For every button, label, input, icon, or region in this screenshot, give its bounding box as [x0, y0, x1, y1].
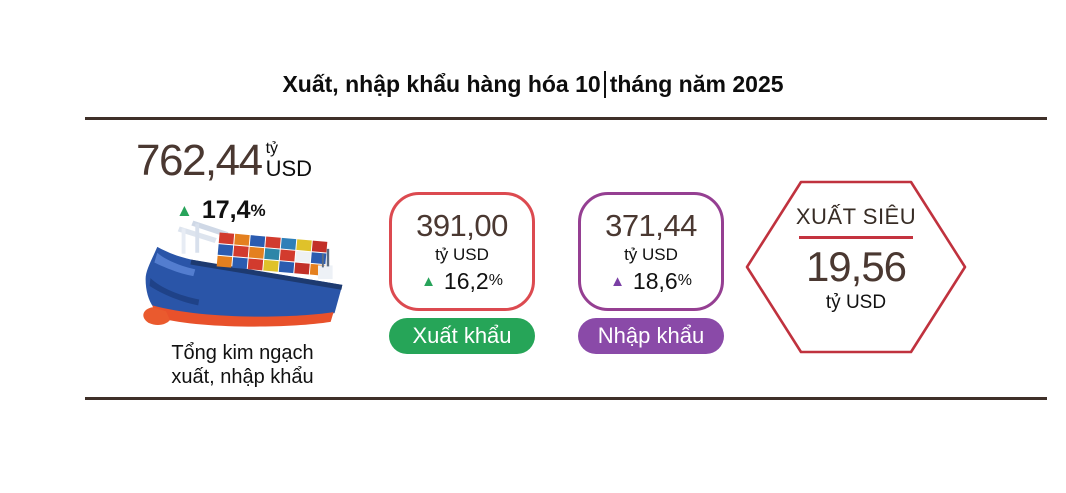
import-card: 371,44 tỷ USD ▲ 18,6 % — [578, 192, 724, 311]
total-caption-line1: Tổng kim ngạch — [171, 342, 314, 364]
page-title: Xuất, nhập khẩu hàng hóa 10 tháng năm 202… — [0, 71, 1066, 98]
container-ship-image — [143, 220, 343, 327]
total-caption-line2: xuất, nhập khẩu — [171, 366, 314, 389]
surplus-hexagon: XUẤT SIÊU 19,56 tỷ USD — [744, 179, 968, 355]
total-unit-usd: USD — [265, 156, 313, 181]
bottom-divider-rule — [85, 397, 1047, 400]
total-unit-ty: tỷ — [265, 140, 279, 157]
total-change-value: 17,4 — [201, 196, 251, 224]
surplus-value: 19,56 — [805, 243, 907, 290]
up-triangle-icon: ▲ — [421, 272, 436, 290]
import-badge: Nhập khẩu — [578, 318, 724, 354]
total-turnover-figure: 762,44 tỷ USD — [136, 136, 313, 185]
export-change-value: 16,2 — [443, 267, 489, 294]
export-card: 391,00 tỷ USD ▲ 16,2 % — [389, 192, 535, 311]
export-badge: Xuất khẩu — [389, 318, 535, 354]
export-value: 391,00 — [416, 208, 508, 243]
text-cursor — [603, 71, 606, 98]
import-change-value: 18,6 — [632, 267, 678, 294]
total-change-percent-sign: % — [250, 200, 266, 220]
title-text-after-cursor: tháng năm 2025 — [609, 71, 784, 97]
surplus-content: XUẤT SIÊU 19,56 tỷ USD — [744, 179, 968, 355]
export-unit: tỷ USD — [435, 244, 489, 264]
export-change: ▲ 16,2 % — [392, 268, 532, 295]
total-caption: Tổng kim ngạch xuất, nhập khẩu — [110, 341, 375, 390]
up-triangle-icon: ▲ — [610, 272, 625, 290]
surplus-underline — [799, 236, 913, 239]
total-value: 762,44 — [136, 136, 263, 185]
import-change-percent-sign: % — [677, 272, 692, 290]
import-unit: tỷ USD — [624, 244, 678, 264]
hexagon-outline-icon — [745, 180, 967, 354]
import-value: 371,44 — [605, 208, 697, 243]
total-unit: tỷ USD — [265, 140, 313, 181]
title-text-before-cursor: Xuất, nhập khẩu hàng hóa 10 — [282, 71, 601, 97]
up-triangle-icon: ▲ — [176, 200, 193, 220]
export-change-percent-sign: % — [488, 272, 503, 290]
top-divider-rule — [85, 117, 1047, 120]
surplus-unit: tỷ USD — [825, 292, 887, 313]
total-change: ▲ 17,4 % — [176, 196, 266, 225]
surplus-heading: XUẤT SIÊU — [795, 204, 917, 229]
import-change: ▲ 18,6 % — [581, 268, 721, 295]
